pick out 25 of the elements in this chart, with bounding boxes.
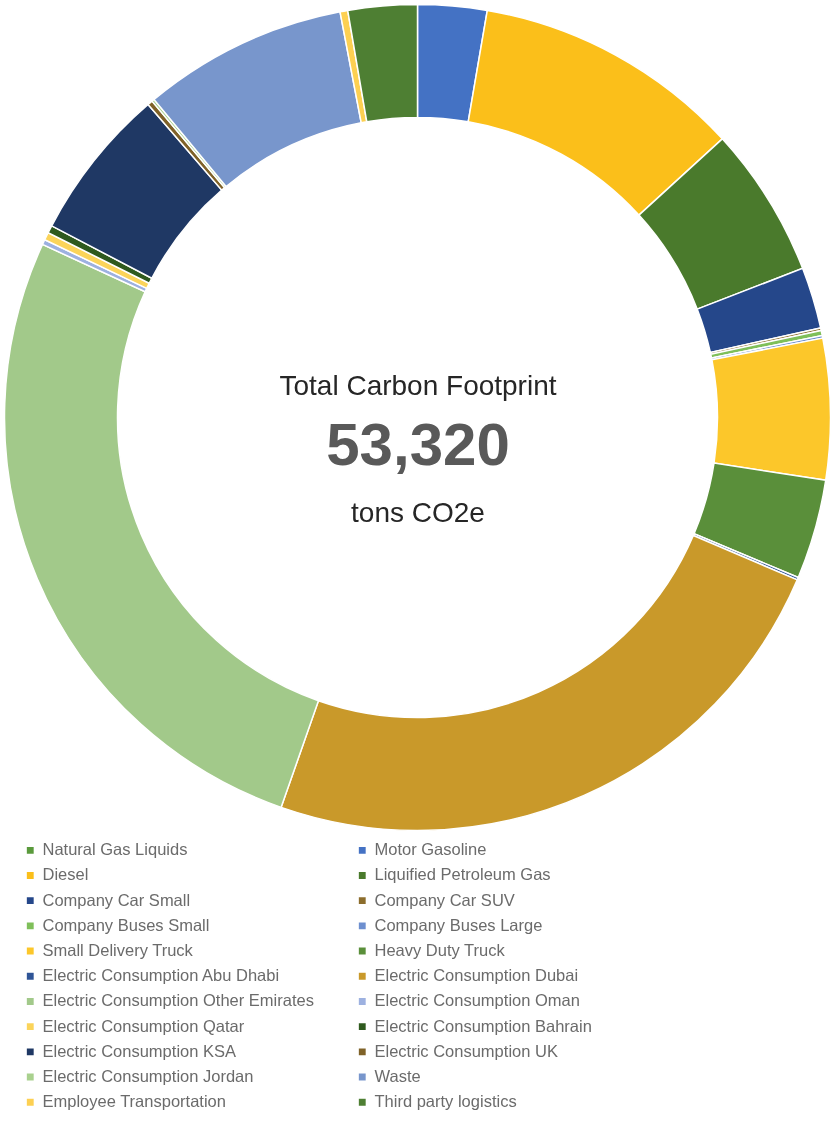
text: Total Carbon Footprint (279, 370, 557, 401)
legend-label: Company Car SUV (374, 890, 515, 909)
legend-label: Electric Consumption Qatar (42, 1016, 245, 1035)
legend-label: Electric Consumption KSA (42, 1041, 236, 1060)
legend-label: Employee Transportation (42, 1092, 226, 1111)
legend-label: Electric Consumption Jordan (42, 1067, 254, 1086)
legend-label: Company Car Small (42, 890, 191, 909)
legend-label: Natural Gas Liquids (42, 840, 188, 859)
legend-label: Company Buses Small (42, 915, 210, 934)
text: tons CO2e (351, 497, 485, 528)
legend-label: Electric Consumption Other Emirates (42, 991, 314, 1010)
legend-label: Diesel (42, 865, 89, 884)
text: 53,320 (326, 411, 510, 478)
legend-label: Motor Gasoline (374, 840, 487, 859)
legend-label: Third party logistics (374, 1092, 517, 1111)
legend-label: Electric Consumption UK (374, 1041, 558, 1060)
legend-label: Electric Consumption Abu Dhabi (42, 966, 280, 985)
legend-label: Waste (374, 1067, 421, 1086)
legend-label: Company Buses Large (374, 915, 543, 934)
legend-label: Heavy Duty Truck (374, 941, 506, 960)
legend-label: Electric Consumption Bahrain (374, 1016, 592, 1035)
legend-label: Small Delivery Truck (42, 941, 194, 960)
legend-label: Electric Consumption Dubai (374, 966, 579, 985)
legend-label: Liquified Petroleum Gas (374, 865, 551, 884)
legend-label: Electric Consumption Oman (374, 991, 580, 1010)
